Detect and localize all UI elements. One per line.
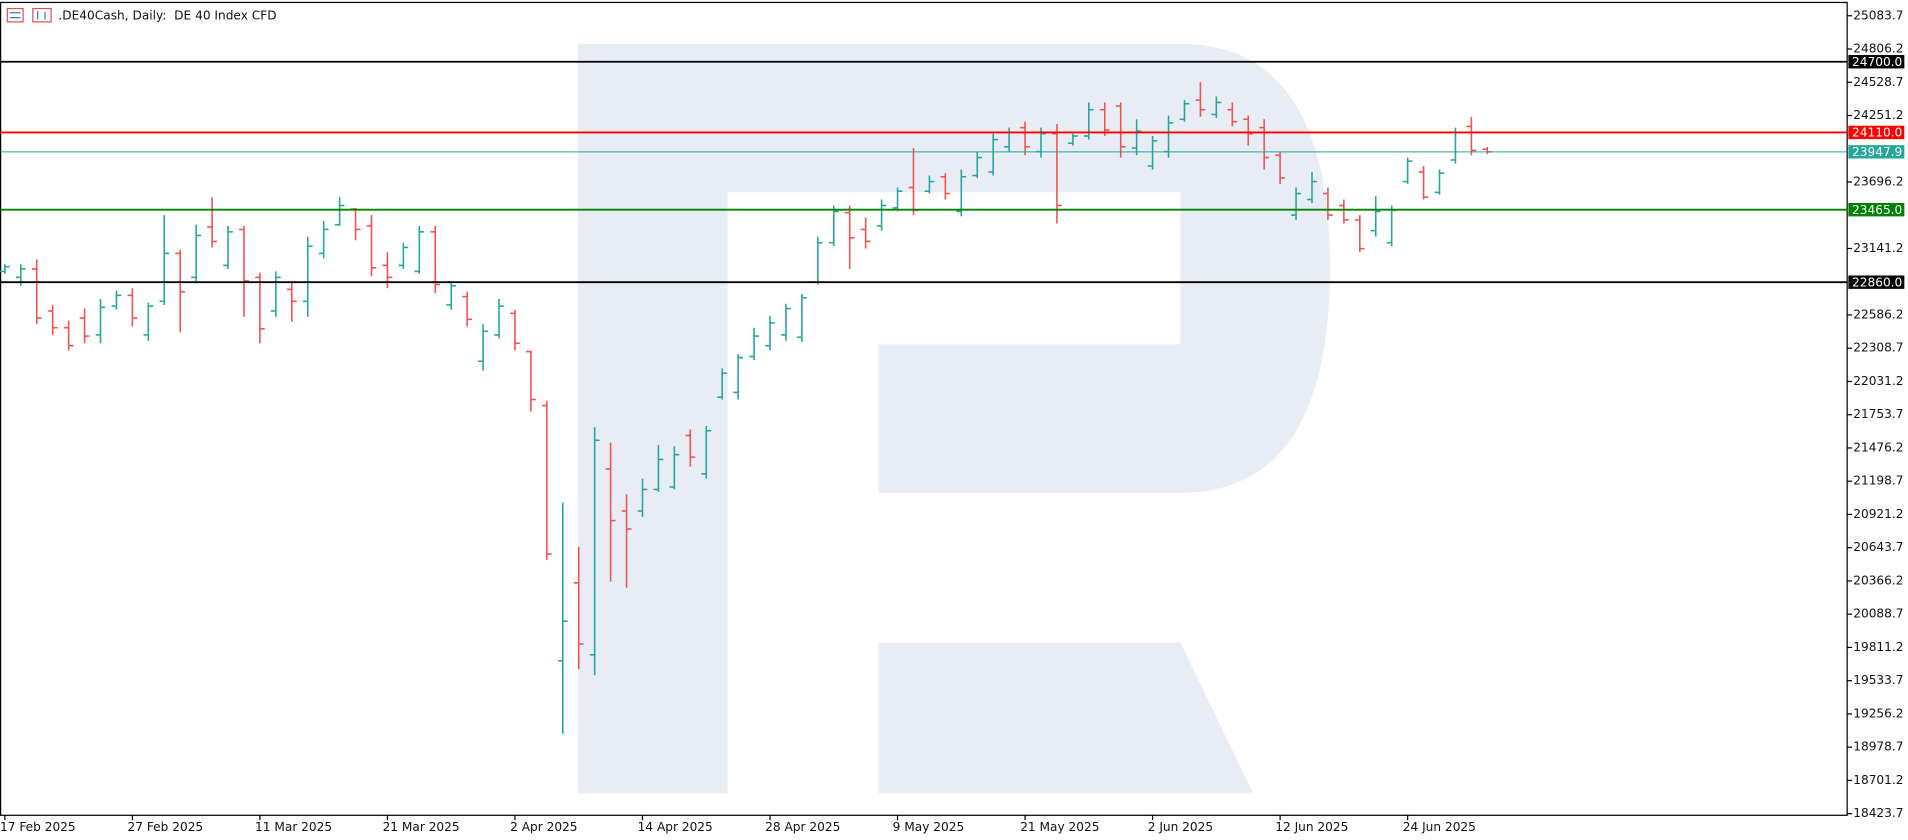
x-tick-label: 28 Apr 2025 (765, 820, 840, 834)
y-tick-label: 19533.7 (1853, 673, 1903, 687)
y-tick-label: 20921.2 (1853, 507, 1903, 521)
x-tick-label: 14 Apr 2025 (638, 820, 713, 834)
level-label-bg (1848, 55, 1905, 69)
toolbar-icons (6, 7, 52, 23)
level-label-bg (1848, 125, 1905, 140)
plot-frame (0, 1, 1848, 816)
level-label: 24700.0 (1852, 55, 1902, 69)
watermark-stem (577, 43, 728, 794)
y-tick-label: 24528.7 (1853, 75, 1903, 89)
y-tick-label: 18701.2 (1853, 773, 1903, 787)
y-tick-label: 18423.7 (1853, 806, 1903, 820)
chart-title: .DE40Cash, Daily: DE 40 Index CFD (58, 8, 276, 22)
y-tick-label: 21198.7 (1853, 474, 1903, 488)
y-tick-label: 20366.2 (1853, 573, 1903, 587)
y-tick-label: 20643.7 (1853, 540, 1903, 554)
watermark-leg (878, 642, 1254, 794)
level-label: 22860.0 (1852, 275, 1902, 289)
x-tick-label: 2 Apr 2025 (510, 820, 577, 834)
y-tick-label: 23696.2 (1853, 174, 1903, 188)
x-tick-label: 9 May 2025 (893, 820, 965, 834)
y-tick-label: 20088.7 (1853, 607, 1903, 621)
icon-chart (32, 7, 52, 23)
x-tick-label: 21 May 2025 (1020, 820, 1099, 834)
level-label-bg (1848, 203, 1905, 217)
x-tick-label: 27 Feb 2025 (128, 820, 204, 834)
level-label: 24110.0 (1852, 126, 1902, 140)
level-label: 23947.9 (1852, 145, 1902, 159)
x-tick-label: 24 Jun 2025 (1403, 820, 1476, 834)
y-tick-label: 24806.2 (1853, 42, 1903, 56)
level-label: 23465.0 (1852, 203, 1902, 217)
level-label-bg (1848, 145, 1905, 159)
icon-list (6, 7, 24, 23)
watermark-bowl (727, 43, 1331, 493)
y-tick-label: 24251.2 (1853, 108, 1903, 122)
x-tick-label: 2 Jun 2025 (1148, 820, 1213, 834)
y-tick-label: 25083.7 (1853, 8, 1903, 22)
x-tick-label: 17 Feb 2025 (0, 820, 76, 834)
level-label-bg (1848, 275, 1905, 289)
y-tick-label: 22308.7 (1853, 341, 1903, 355)
y-tick-label: 23141.2 (1853, 241, 1903, 255)
y-tick-label: 22031.2 (1853, 374, 1903, 388)
y-tick-label: 19811.2 (1853, 640, 1903, 654)
watermark (577, 43, 1331, 794)
y-tick-label: 19256.2 (1853, 706, 1903, 720)
x-tick-label: 11 Mar 2025 (255, 820, 332, 834)
y-tick-label: 21476.2 (1853, 440, 1903, 454)
y-tick-label: 21753.7 (1853, 407, 1903, 421)
y-tick-label: 22586.2 (1853, 307, 1903, 321)
y-tick-label: 18978.7 (1853, 740, 1903, 754)
x-tick-label: 21 Mar 2025 (383, 820, 460, 834)
x-tick-label: 12 Jun 2025 (1275, 820, 1348, 834)
